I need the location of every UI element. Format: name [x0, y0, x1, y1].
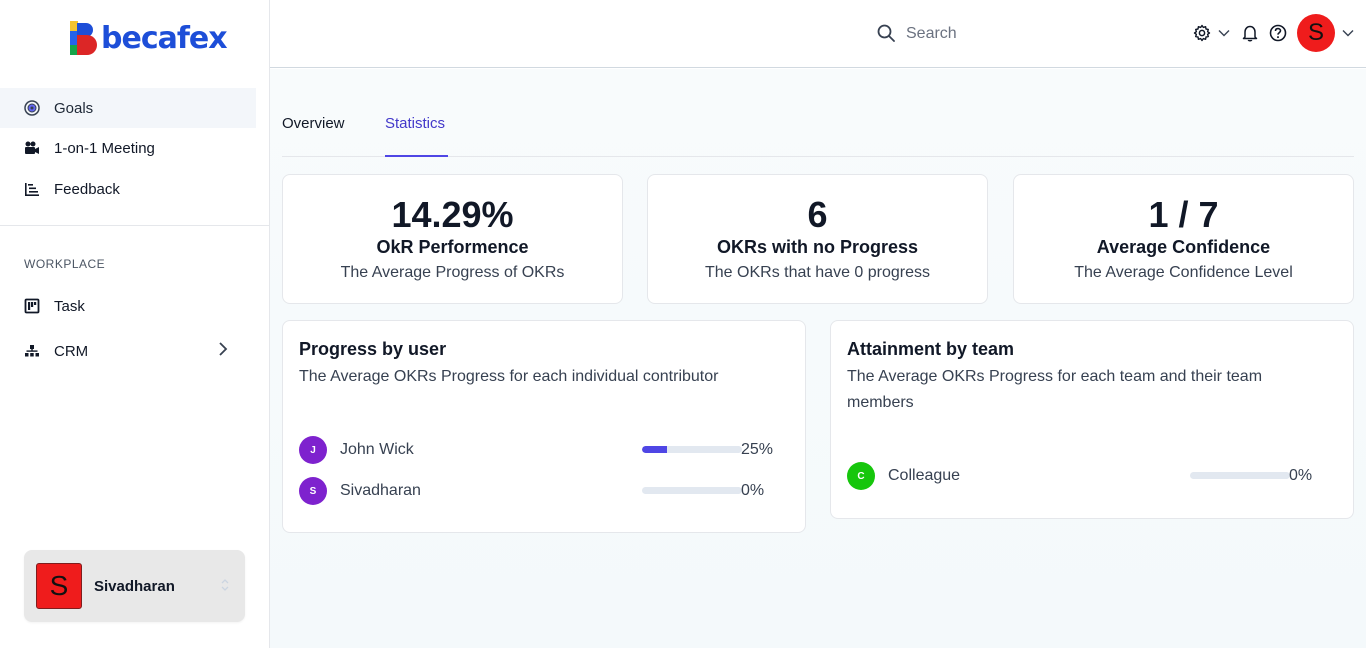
- search-icon[interactable]: [876, 23, 896, 43]
- stat-card-average-confidence: 1 / 7 Average Confidence The Average Con…: [1013, 174, 1354, 304]
- target-icon: [24, 100, 40, 116]
- help-icon[interactable]: [1268, 23, 1288, 43]
- chevron-up-down-icon: [221, 578, 229, 594]
- stat-title: OkR Performence: [376, 237, 529, 257]
- sidebar-item-1on1-meeting[interactable]: 1-on-1 Meeting: [0, 128, 256, 168]
- bell-icon[interactable]: [1240, 23, 1260, 43]
- user-name: Sivadharan: [94, 577, 175, 595]
- sidebar-item-label: Goals: [54, 99, 94, 117]
- stat-title: OKRs with no Progress: [716, 237, 919, 257]
- stat-subtitle: The OKRs that have 0 progress: [705, 264, 930, 281]
- sidebar-item-label: 1-on-1 Meeting: [54, 139, 155, 157]
- stat-card-no-progress: 6 OKRs with no Progress The OKRs that ha…: [647, 174, 988, 304]
- tab-overview[interactable]: Overview: [282, 115, 345, 132]
- progress-percent: 0%: [1289, 467, 1313, 484]
- sidebar-item-feedback[interactable]: Feedback: [0, 169, 256, 209]
- list-item[interactable]: C Colleague 0%: [847, 461, 1327, 491]
- search-input[interactable]: [906, 22, 1126, 46]
- progress-percent: 0%: [741, 482, 765, 499]
- sidebar-item-label: CRM: [54, 342, 89, 360]
- chevron-right-icon[interactable]: [218, 341, 228, 361]
- logo-mark-icon: [70, 19, 98, 57]
- progress-bar: [642, 446, 742, 453]
- attainment-by-team-panel: Attainment by team The Average OKRs Prog…: [830, 320, 1354, 519]
- stat-card-okr-performance: 14.29% OkR Performence The Average Progr…: [282, 174, 623, 304]
- sidebar-divider: [0, 225, 269, 226]
- stat-value: 6: [807, 194, 828, 235]
- main-content: Overview Statistics 14.29% OkR Performen…: [270, 69, 1366, 648]
- progress-bar: [642, 487, 742, 494]
- progress-by-user-panel: Progress by user The Average OKRs Progre…: [282, 320, 806, 533]
- chevron-down-icon[interactable]: [1338, 23, 1358, 43]
- progress-bar: [1190, 472, 1290, 479]
- stat-subtitle: The Average Confidence Level: [1074, 264, 1293, 281]
- avatar: S: [36, 563, 82, 609]
- panel-subtitle-line: The Average OKRs Progress for each team …: [847, 368, 1263, 385]
- brand-name: becafex: [101, 20, 228, 56]
- section-label-workplace: WORKPLACE: [24, 257, 106, 271]
- list-item[interactable]: S Sivadharan 0%: [299, 476, 779, 506]
- stat-title: Average Confidence: [1096, 237, 1271, 257]
- gear-icon[interactable]: [1192, 23, 1212, 43]
- sidebar-item-label: Task: [54, 297, 85, 315]
- avatar: C: [847, 462, 875, 490]
- contributor-name: Sivadharan: [340, 482, 421, 499]
- panel-title: Attainment by team: [847, 339, 1015, 359]
- avatar: J: [299, 436, 327, 464]
- stat-subtitle: The Average Progress of OKRs: [340, 264, 565, 281]
- contributor-name: John Wick: [340, 441, 414, 458]
- avatar: S: [299, 477, 327, 505]
- team-name: Colleague: [888, 467, 961, 484]
- sidebar-item-label: Feedback: [54, 180, 120, 198]
- org-chart-icon: [24, 343, 40, 359]
- brand-logo[interactable]: becafex: [70, 18, 228, 58]
- user-switcher[interactable]: S Sivadharan: [24, 550, 245, 622]
- panel-title: Progress by user: [299, 339, 447, 359]
- stat-value: 14.29%: [391, 194, 514, 235]
- sidebar-item-goals[interactable]: Goals: [0, 88, 256, 128]
- avatar[interactable]: S: [1297, 14, 1335, 52]
- list-icon: [24, 181, 40, 197]
- progress-percent: 25%: [741, 441, 774, 458]
- top-header: S: [270, 0, 1366, 68]
- tab-bar: Overview Statistics: [282, 113, 1354, 157]
- panel-subtitle-line: members: [847, 394, 914, 411]
- sidebar-item-crm[interactable]: CRM: [0, 331, 256, 371]
- video-camera-icon: [24, 140, 40, 156]
- chevron-down-icon[interactable]: [1214, 23, 1234, 43]
- stat-value: 1 / 7: [1148, 194, 1219, 235]
- panel-subtitle: The Average OKRs Progress for each indiv…: [299, 368, 719, 385]
- sidebar-item-task[interactable]: Task: [0, 286, 256, 326]
- list-item[interactable]: J John Wick 25%: [299, 435, 779, 465]
- sidebar: becafex Goals 1-on-1 Meeting Feedback WO…: [0, 0, 270, 648]
- board-icon: [24, 298, 40, 314]
- panel-subtitle: The Average OKRs Progress for each team …: [847, 364, 1262, 416]
- tab-statistics[interactable]: Statistics: [385, 113, 448, 157]
- progress-bar-fill: [642, 446, 667, 453]
